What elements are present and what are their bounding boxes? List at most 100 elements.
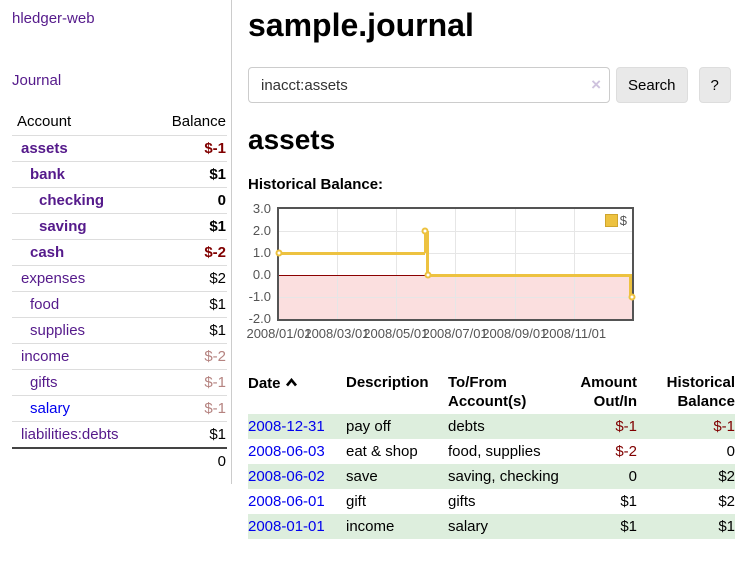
chart-vertical-gridline <box>574 209 576 319</box>
transaction-description: pay off <box>346 418 391 435</box>
transaction-accounts: food, supplies <box>448 443 541 460</box>
search-button[interactable]: Search <box>616 67 688 103</box>
account-link-gifts[interactable]: gifts <box>30 374 58 391</box>
balance-column-header: Historical Balance <box>666 374 735 410</box>
account-link-checking[interactable]: checking <box>39 192 105 209</box>
account-link-food[interactable]: food <box>30 296 60 313</box>
chart-horizontal-gridline <box>279 253 632 254</box>
x-axis-tick-label: 2008/09/01 <box>482 326 548 341</box>
transaction-date-link[interactable]: 2008-06-02 <box>248 468 325 485</box>
account-balance: $1 <box>209 322 226 339</box>
transaction-amount: $-1 <box>615 418 637 435</box>
account-row: cash $-2 <box>12 239 227 266</box>
accounts-total-row: 0 <box>12 448 227 474</box>
transaction-date-link[interactable]: 2008-12-31 <box>248 418 325 435</box>
y-axis-tick-label: 0.0 <box>252 267 271 282</box>
app-title-link[interactable]: hledger-web <box>12 10 95 27</box>
clear-search-icon[interactable]: × <box>591 75 601 94</box>
y-axis-tick-label: 2.0 <box>252 223 271 238</box>
amount-column-header: Amount Out/In <box>580 374 637 410</box>
accounts-total-value: 0 <box>217 453 226 470</box>
chart-vertical-gridline <box>336 209 338 319</box>
y-axis-tick-label: -2.0 <box>248 311 271 326</box>
account-balance: $1 <box>209 426 226 443</box>
transaction-amount: $-2 <box>615 443 637 460</box>
account-row: supplies $1 <box>12 317 227 344</box>
account-heading: assets <box>248 124 336 155</box>
account-row: bank $1 <box>12 161 227 188</box>
sidebar-item-journal[interactable]: Journal <box>12 72 62 89</box>
transaction-description: gift <box>346 493 367 510</box>
help-button[interactable]: ? <box>698 67 731 103</box>
transaction-balance: 0 <box>726 443 735 460</box>
chart-point-marker <box>275 249 283 257</box>
legend-swatch-icon <box>604 214 618 227</box>
chart-line-segment <box>279 251 426 255</box>
y-axis-tick-label: 1.0 <box>252 245 271 260</box>
description-column-header: Description <box>346 374 429 391</box>
transaction-balance: $2 <box>718 493 735 510</box>
chart-legend: $ <box>602 212 629 229</box>
account-link-saving[interactable]: saving <box>39 218 87 235</box>
transaction-amount: 0 <box>628 468 637 485</box>
account-link-bank[interactable]: bank <box>30 166 66 183</box>
chart-point-marker <box>628 293 636 301</box>
chart-point-marker <box>424 271 432 279</box>
account-balance: $-2 <box>204 244 226 261</box>
transaction-description: income <box>346 518 395 535</box>
account-row: liabilities:debts $1 <box>12 421 227 449</box>
account-link-expenses[interactable]: expenses <box>21 270 86 287</box>
page-title: sample.journal <box>248 7 474 43</box>
y-axis-tick-label: -1.0 <box>248 289 271 304</box>
transactions-table: Date Description To/From Account(s) Amou… <box>248 370 735 539</box>
chart-vertical-gridline <box>514 209 516 319</box>
transaction-amount: $1 <box>620 493 637 510</box>
account-balance: 0 <box>217 192 226 209</box>
account-row: checking 0 <box>12 187 227 214</box>
account-row: saving $1 <box>12 213 227 240</box>
date-column-header[interactable]: Date <box>248 370 346 414</box>
account-balance: $1 <box>209 218 226 235</box>
account-balance: $-1 <box>204 140 226 157</box>
account-link-liabilities-debts[interactable]: liabilities:debts <box>21 426 119 443</box>
account-balance: $1 <box>209 296 226 313</box>
account-balance: $1 <box>209 166 226 183</box>
x-axis-tick-label: 2008/01/01 <box>246 326 312 341</box>
account-link-income[interactable]: income <box>21 348 70 365</box>
search-form: × Search ? <box>248 67 742 103</box>
account-row: gifts $-1 <box>12 369 227 396</box>
sidebar: hledger-web Journal Account Balance asse… <box>0 0 232 484</box>
search-input[interactable] <box>248 67 610 103</box>
account-link-supplies[interactable]: supplies <box>30 322 86 339</box>
transaction-balance: $-1 <box>713 418 735 435</box>
transaction-date-link[interactable]: 2008-06-01 <box>248 493 325 510</box>
chart-line-segment <box>629 275 632 297</box>
account-link-assets[interactable]: assets <box>21 140 68 157</box>
transaction-date-link[interactable]: 2008-06-03 <box>248 443 325 460</box>
account-column-header: Account <box>17 113 72 130</box>
accounts-table: Account Balance assets $-1 bank $1 check… <box>12 110 227 474</box>
chart-line-segment <box>423 231 427 253</box>
account-row: food $1 <box>12 291 227 318</box>
transaction-row: 2008-06-01 gift gifts $1 $2 <box>248 489 735 514</box>
transactions-table-header: Date Description To/From Account(s) Amou… <box>248 370 735 414</box>
account-row: salary $-1 <box>12 395 227 422</box>
transaction-date-link[interactable]: 2008-01-01 <box>248 518 325 535</box>
historical-balance-chart: $ 3.0 2.0 1.0 0.0 -1.0 -2.0 2008/01/01 2008/03/… <box>246 201 742 349</box>
accounts-column-header: To/From Account(s) <box>448 374 527 410</box>
accounts-table-header: Account Balance <box>12 110 227 136</box>
account-row: expenses $2 <box>12 265 227 292</box>
chart-horizontal-gridline <box>279 231 632 232</box>
account-link-cash[interactable]: cash <box>30 244 65 261</box>
y-axis-tick-label: 3.0 <box>252 201 271 216</box>
account-balance: $-1 <box>204 400 226 417</box>
transaction-description: eat & shop <box>346 443 418 460</box>
account-row: assets $-1 <box>12 135 227 162</box>
account-balance: $2 <box>209 270 226 287</box>
account-link-salary[interactable]: salary <box>30 400 71 417</box>
chart-horizontal-gridline <box>279 297 632 298</box>
chart-title: Historical Balance: <box>248 176 384 193</box>
main-content: sample.journal × Search ? assets Histori… <box>246 0 742 539</box>
chart-vertical-gridline <box>455 209 457 319</box>
